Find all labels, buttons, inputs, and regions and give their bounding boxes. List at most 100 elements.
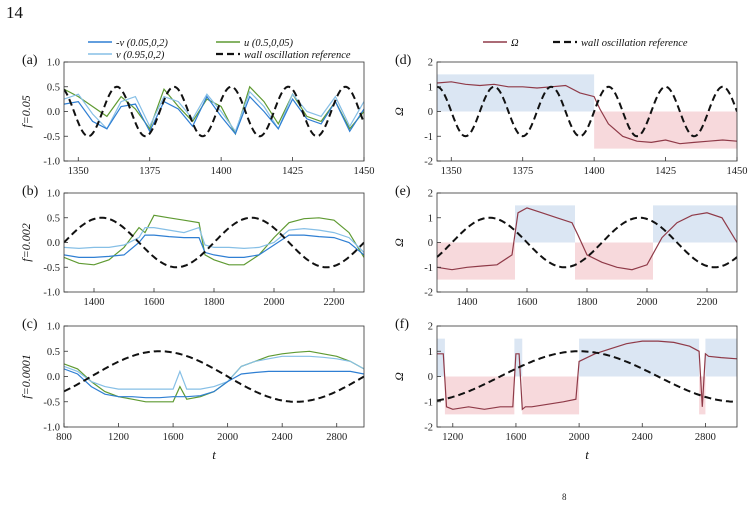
x-tick-label: 1200 [108, 432, 129, 443]
x-tick-label: 1600 [163, 432, 184, 443]
x-tick-label: 1200 [442, 432, 463, 443]
x-tick-label: 800 [56, 432, 72, 443]
x-tick-label: 1800 [577, 297, 598, 308]
series-line [64, 214, 364, 266]
y-tick-label: -0.5 [43, 397, 60, 408]
plot-frame [63, 325, 365, 428]
series-line [437, 350, 737, 403]
y-tick-label: -0.5 [43, 132, 60, 143]
x-tick-label: 1375 [512, 166, 533, 177]
x-tick-label: 1800 [204, 297, 225, 308]
legend-label: -v (0.05,0,2) [116, 38, 168, 49]
x-tick-label: 2400 [632, 432, 653, 443]
series-line [437, 207, 737, 271]
shaded-band [437, 338, 445, 377]
shaded-band [515, 205, 575, 243]
series-line [64, 350, 364, 403]
x-tick-label: 1450 [354, 166, 375, 177]
y-tick-label: -1.0 [43, 157, 60, 168]
plot-frame [63, 192, 365, 293]
y-tick-label: 1.0 [47, 322, 60, 333]
x-tick-label: 1400 [211, 166, 232, 177]
series-line [437, 81, 737, 145]
y-tick-label: -0.5 [43, 263, 60, 274]
x-tick-label: 1600 [505, 432, 526, 443]
footer-fragment: 8 [562, 492, 567, 502]
y-tick-label: 1.0 [47, 58, 60, 69]
y-tick-label: -1 [424, 263, 433, 274]
x-tick-label: 2000 [569, 432, 590, 443]
x-tick-label: 2800 [326, 432, 347, 443]
y-tick-label: 0.0 [47, 238, 60, 249]
legend-label: u (0.5,0,05) [244, 38, 293, 49]
series-line [437, 85, 737, 138]
x-tick-label: 1425 [655, 166, 676, 177]
y-tick-label: 1 [428, 82, 433, 93]
shaded-band [514, 338, 523, 377]
x-tick-label: 1350 [68, 166, 89, 177]
y-tick-label: -2 [424, 157, 433, 168]
panel-label: (f) [395, 317, 409, 332]
panels: 1350 1375 1400 1425 1450 -1.0 -0.5 0.0 0.5 1.0 (a)… [19, 53, 748, 462]
y-tick-label: -1.0 [43, 423, 60, 434]
series-line [64, 216, 364, 269]
x-tick-label: 1600 [517, 297, 538, 308]
x-tick-label: 2800 [695, 432, 716, 443]
y-axis-label: f=0.05 [19, 95, 33, 127]
y-tick-label: 2 [428, 189, 433, 200]
y-tick-label: 2 [428, 322, 433, 333]
x-axis-label: t [212, 447, 216, 462]
series-line [64, 350, 364, 403]
series-line [64, 90, 364, 133]
chart-panel-a: 1350 1375 1400 1425 1450 -1.0 -0.5 0.0 0.5 1.0 (a)… [19, 53, 375, 177]
panel-label: (d) [395, 53, 412, 68]
legend-label: wall oscillation reference [244, 50, 351, 61]
legend-left: -v (0.05,0,2) u (0.5,0,05) v (0.95,0,2) wal… [88, 38, 351, 61]
chart-panel-d: 1350 1375 1400 1425 1450 -2 -1 0 1 2 (d) Ω [392, 53, 748, 177]
y-tick-label: 0 [428, 238, 433, 249]
y-tick-label: 0 [428, 372, 433, 383]
legend-label: v (0.95,0,2) [116, 50, 165, 61]
y-tick-label: -1 [424, 132, 433, 143]
y-axis-label: f=0.002 [19, 223, 33, 261]
y-tick-label: 0.0 [47, 107, 60, 118]
y-tick-label: 1.0 [47, 189, 60, 200]
x-tick-label: 1400 [584, 166, 605, 177]
panel-label: (e) [395, 184, 411, 199]
shaded-band [575, 242, 653, 280]
y-axis-label: f=0.0001 [19, 354, 33, 398]
y-tick-label: 1 [428, 213, 433, 224]
x-tick-label: 1375 [139, 166, 160, 177]
y-axis-label: Ω [392, 372, 406, 381]
shaded-band [437, 74, 595, 112]
y-tick-label: -2 [424, 288, 433, 299]
series-line [437, 340, 737, 411]
series-line [437, 216, 737, 269]
x-tick-label: 2400 [272, 432, 293, 443]
shaded-band [653, 205, 737, 243]
y-tick-label: 1 [428, 347, 433, 358]
shaded-band [699, 376, 706, 415]
shaded-band [594, 111, 737, 149]
y-tick-label: 0.0 [47, 372, 60, 383]
series-line [64, 226, 364, 253]
x-axis-label: t [585, 447, 589, 462]
series-line [64, 368, 364, 399]
x-tick-label: 2200 [697, 297, 718, 308]
x-tick-label: 1425 [282, 166, 303, 177]
y-tick-label: -2 [424, 423, 433, 434]
x-tick-label: 1600 [144, 297, 165, 308]
plot-frame [63, 61, 365, 162]
y-tick-label: -1.0 [43, 288, 60, 299]
panel-label: (b) [22, 184, 39, 199]
y-axis-label: Ω [392, 238, 406, 247]
x-tick-label: 2000 [637, 297, 658, 308]
y-tick-label: 0.5 [47, 82, 60, 93]
x-tick-label: 1350 [441, 166, 462, 177]
x-tick-label: 2200 [324, 297, 345, 308]
panel-label: (a) [22, 53, 38, 68]
chart-panel-f: 1200 1600 2000 2400 2800 -2 -1 0 1 2 (f) Ωt [392, 317, 738, 462]
y-tick-label: 0.5 [47, 347, 60, 358]
